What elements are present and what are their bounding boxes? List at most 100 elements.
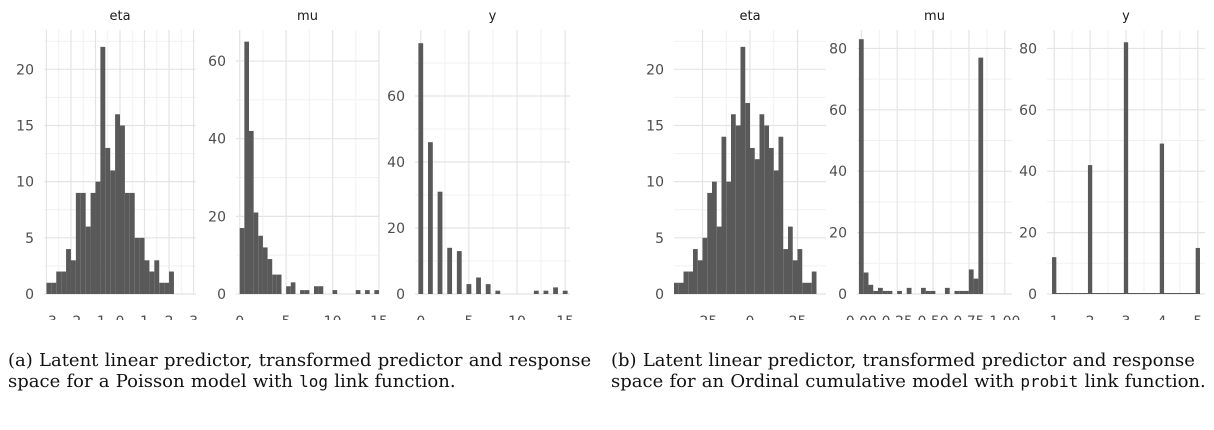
- x-tick-label: 5: [282, 314, 291, 320]
- caption-a-code: log: [299, 372, 329, 391]
- panel-title: mu: [924, 9, 945, 24]
- histogram-bar: [778, 136, 784, 294]
- histogram-bar: [134, 237, 140, 294]
- histogram-bar: [863, 272, 869, 294]
- panel-title: y: [489, 9, 497, 24]
- x-tick-label: 2: [165, 314, 174, 320]
- histogram-bar: [374, 290, 379, 294]
- x-tick-label: 10: [508, 314, 526, 320]
- histogram-bar: [797, 249, 803, 294]
- x-tick-label: 0.75: [953, 314, 984, 320]
- panel-6: y 1 2 3 4 5 0 20 40 60 80: [1019, 9, 1205, 320]
- y-tick-label: 60: [208, 54, 226, 70]
- histogram-bar: [773, 170, 779, 294]
- x-tick-label: 5: [464, 314, 473, 320]
- y-tick-label: 40: [829, 164, 847, 180]
- histogram-bar: [553, 287, 558, 294]
- histogram-bar: [721, 136, 727, 294]
- histogram-bar: [290, 282, 296, 294]
- histogram-bar: [304, 290, 310, 294]
- histogram-bar: [95, 181, 101, 294]
- histogram-bar: [159, 282, 165, 294]
- histogram-bar: [66, 249, 71, 294]
- histogram-bar: [51, 282, 57, 294]
- caption-a: (a) Latent linear predictor, transformed…: [8, 350, 598, 392]
- histogram-bar: [688, 271, 693, 294]
- panel-1: eta −3 −2−1 0 1 2 3 0 5 10 15 20: [16, 9, 198, 320]
- histogram-bar: [858, 39, 864, 294]
- histogram-bar: [129, 192, 135, 294]
- x-tick-label: 25: [789, 314, 807, 320]
- y-tick-label: 0: [838, 287, 847, 303]
- x-tick-label: 0.00: [846, 314, 877, 320]
- y-tick-label: 0: [1028, 287, 1037, 303]
- histogram-bar: [925, 290, 931, 294]
- caption-a-label: (a): [8, 350, 33, 371]
- histogram-bar: [533, 290, 539, 294]
- histogram-bar: [495, 290, 501, 294]
- bar: [1087, 165, 1093, 294]
- histogram-bar: [716, 226, 722, 294]
- panel-2: mu 0 5 10 15 0 20 40 60: [208, 9, 388, 320]
- histogram-bar: [788, 226, 793, 294]
- histogram-bar: [882, 290, 888, 294]
- caption-b-text: Latent linear predictor, transformed pre…: [611, 350, 1195, 392]
- y-tick-label: 0: [655, 287, 664, 303]
- caption-a-end: link function.: [334, 371, 456, 392]
- y-tick-label: 40: [208, 132, 226, 148]
- histogram-bar: [731, 114, 736, 295]
- y-tick-label: 0: [396, 287, 405, 303]
- x-tick-label: 0.50: [917, 314, 948, 320]
- y-tick-label: 20: [1019, 226, 1037, 242]
- x-tick-label: −25: [688, 314, 718, 320]
- histogram-bar: [300, 290, 305, 294]
- histogram-bar: [332, 290, 338, 294]
- histogram-bar: [740, 46, 746, 295]
- x-tick-label: 0: [746, 314, 755, 320]
- bar: [1195, 247, 1200, 294]
- histogram-bar: [683, 271, 689, 294]
- histogram-bar: [811, 271, 817, 294]
- histogram-bar: [110, 170, 116, 294]
- histogram-bar: [693, 249, 698, 294]
- histogram-bar: [70, 260, 76, 294]
- caption-b-end: link function.: [1084, 371, 1206, 392]
- histogram-bar: [878, 287, 883, 294]
- x-tick-label: 1: [1050, 314, 1059, 320]
- histogram-bar: [418, 43, 424, 295]
- y-tick-label: 15: [16, 118, 34, 134]
- y-tick-label: 60: [387, 89, 405, 105]
- histogram-bar: [466, 284, 472, 294]
- histogram-bar: [244, 41, 249, 294]
- histogram-bar: [144, 260, 150, 294]
- histogram-bar: [702, 237, 708, 294]
- panel-title: mu: [297, 9, 318, 24]
- y-tick-label: 60: [1019, 103, 1037, 119]
- histogram-bar: [437, 191, 443, 294]
- histogram-bar: [807, 282, 812, 294]
- histogram-bar: [253, 212, 259, 294]
- histogram-bar: [154, 260, 160, 294]
- bar: [1159, 143, 1165, 294]
- panel-title: eta: [109, 9, 130, 24]
- histogram-bar: [262, 247, 268, 294]
- histogram-bar: [968, 269, 974, 294]
- histogram-bar: [124, 192, 130, 294]
- figure-panels: eta−3−2−1012305101520mu0510150204060y051…: [16, 9, 1205, 320]
- histogram-bar: [80, 192, 86, 294]
- histogram-bar: [921, 287, 926, 294]
- histogram-bar: [964, 290, 969, 294]
- x-tick-label: −3: [36, 314, 57, 320]
- histogram-bar: [75, 192, 81, 294]
- histogram-bar: [90, 192, 96, 294]
- histogram-bar: [272, 274, 277, 294]
- x-tick-label: −1: [85, 314, 106, 320]
- histogram-bar: [46, 282, 52, 294]
- histogram-bar: [754, 159, 760, 294]
- bar: [1052, 257, 1057, 294]
- y-tick-label: 0: [25, 287, 34, 303]
- x-tick-label: 15: [556, 314, 574, 320]
- histogram-bar: [769, 147, 774, 294]
- histogram-bar: [697, 260, 703, 294]
- y-tick-label: 60: [829, 103, 847, 119]
